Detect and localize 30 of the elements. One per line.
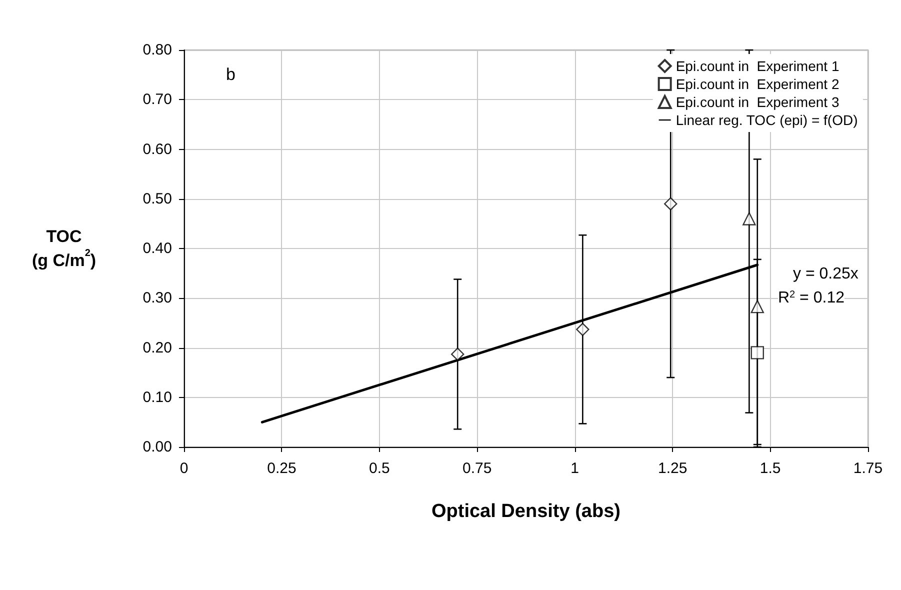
- legend-label: Epi.count in Experiment 3: [676, 94, 840, 110]
- y-tick-label: 0.10: [142, 388, 172, 406]
- point: [750, 346, 764, 360]
- annotation: y = 0.25x: [793, 266, 858, 282]
- y-tick-label: 0.60: [142, 140, 172, 158]
- point: [664, 197, 678, 210]
- point: [750, 300, 764, 314]
- y-tick-label: 0.30: [142, 290, 172, 307]
- x-tick-label: 0: [180, 460, 188, 477]
- y-tick-label: 0.70: [142, 91, 172, 108]
- y-tick-label: 0.20: [142, 339, 172, 356]
- x-tick-label: 1: [570, 460, 580, 477]
- y-tick-label: 0.00: [142, 438, 172, 456]
- legend-label: Epi.count in Experiment 1: [676, 58, 840, 74]
- point: [451, 348, 464, 361]
- x-tick-label: 0.5: [369, 460, 390, 477]
- x-axis-title: Optical Density (abs): [432, 501, 620, 522]
- point: [742, 212, 756, 226]
- x-tick-label: 0.75: [462, 460, 492, 477]
- legend-label: Linear reg. TOC (epi) = f(OD): [676, 112, 858, 128]
- y-tick-label: 0.50: [142, 190, 172, 208]
- x-tick-label: 1.5: [760, 460, 781, 477]
- y-tick-label: 0.80: [142, 42, 172, 58]
- legend-label: Epi.count in Experiment 2: [676, 76, 840, 92]
- x-tick-label: 0.25: [267, 460, 296, 477]
- annotation: b: [226, 65, 236, 84]
- x-tick-label: 1.75: [853, 460, 883, 477]
- x-tick-label: 1.25: [658, 460, 688, 477]
- point: [576, 322, 590, 336]
- y-tick-label: 0.40: [142, 240, 172, 257]
